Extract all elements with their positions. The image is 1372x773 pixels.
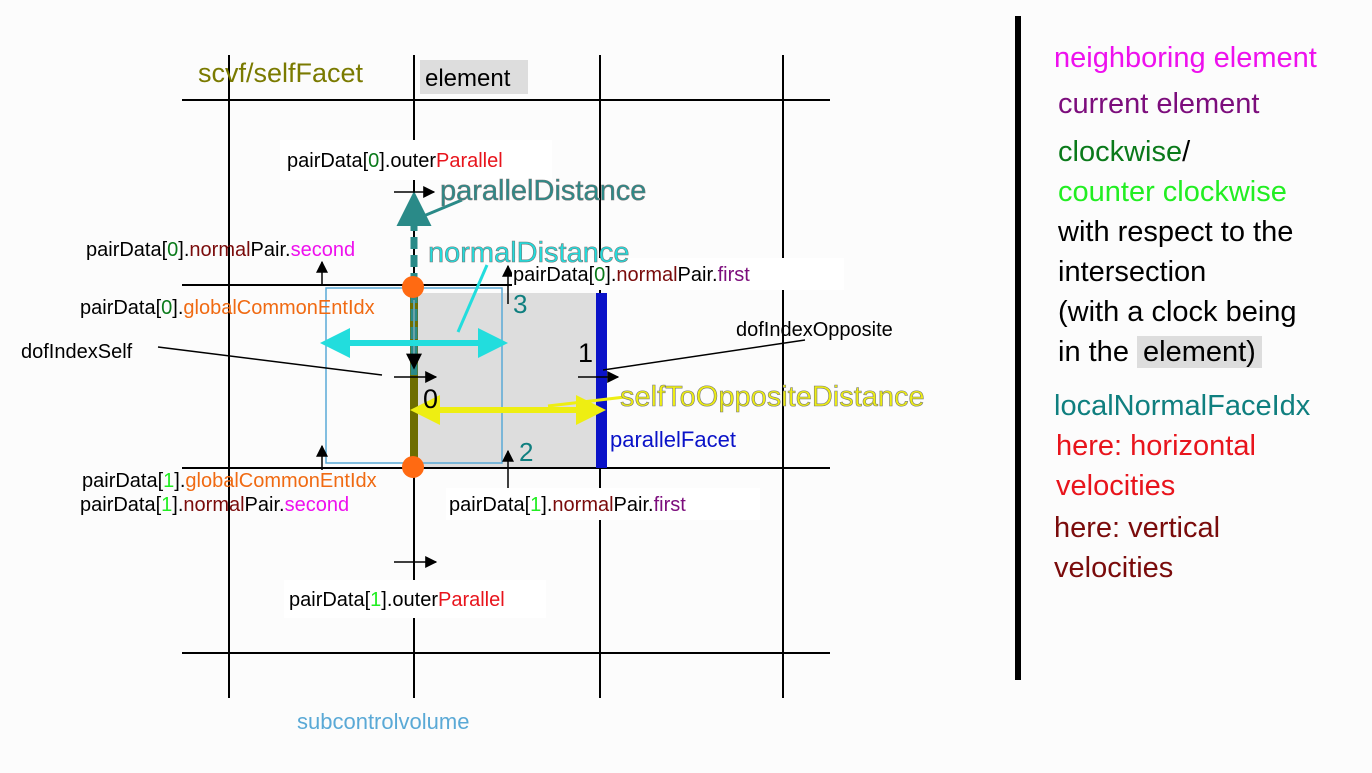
parallel-facet-bar: [596, 293, 607, 468]
pd0-global-label: pairData[0].globalCommonEntIdx: [80, 297, 375, 319]
num-3-label: 3: [513, 289, 527, 319]
num-0-label: 0: [423, 384, 438, 414]
pd1-outer-label: pairData[1].outerParallel: [289, 589, 505, 611]
small-black-arrows: [157, 186, 806, 568]
pd1-normal-first-label: pairData[1].normalPair.first: [449, 494, 686, 516]
pd0-normal-second-label: pairData[0].normalPair.second: [86, 239, 355, 261]
pd1-normalfirst-bg: [446, 488, 760, 520]
common-entity-dot-top: [402, 276, 424, 298]
subcontrolvolume-label: subcontrolvolume: [297, 709, 469, 734]
staggered-grid-diagram: scvf/selfFacet element pairData[0].outer…: [21, 55, 925, 734]
legend-vertical-line2: velocities: [1054, 552, 1174, 584]
legend-close-paren: ): [1246, 336, 1256, 368]
legend-respect-line1: with respect to the: [1058, 216, 1294, 248]
legend-horizontal-line2: velocities: [1056, 470, 1176, 502]
legend-neighboring-element: neighboring element: [1054, 42, 1317, 74]
legend-vertical-line1: here: vertical: [1054, 512, 1221, 544]
normal-distance-label: normalDistance: [428, 237, 629, 269]
pd0-normal-first-label: pairData[0].normalPair.first: [513, 264, 750, 286]
pd1-outer-bg: [284, 580, 546, 618]
legend-current-element: current element: [1058, 88, 1260, 120]
legend-respect-line4: in the element): [1058, 332, 1364, 372]
dof-index-opposite-label: dofIndexOpposite: [736, 319, 893, 341]
parallel-facet-label: parallelFacet: [610, 427, 736, 452]
legend-element-word: element: [1143, 336, 1247, 368]
dof-index-self-label: dofIndexSelf: [21, 341, 133, 363]
legend-local-normal-face-idx: localNormalFaceIdx: [1054, 390, 1311, 422]
parallel-distance-pointer: [413, 198, 463, 222]
normal-distance-pointer: [456, 264, 489, 333]
pd0-outer-bg: [280, 140, 552, 180]
legend-counter-clockwise: counter clockwise: [1058, 176, 1287, 208]
num-2-label: 2: [519, 437, 533, 467]
legend-respect-line3: (with a clock being: [1058, 296, 1297, 328]
legend: neighboring element current element cloc…: [1054, 38, 1364, 588]
parallel-distance-label: parallelDistance: [440, 175, 646, 207]
legend-horizontal-line1: here: horizontal: [1056, 430, 1256, 462]
pd0-normalfirst-bg: [512, 258, 844, 290]
legend-separator: [1015, 16, 1021, 680]
legend-clockwise: clockwise: [1058, 136, 1183, 168]
self-to-opposite-pointer: [547, 395, 626, 408]
num-1-label: 1: [578, 338, 593, 368]
pd0-outer-label: pairData[0].outerParallel: [287, 150, 503, 172]
legend-clockwise-line: clockwise/: [1058, 132, 1364, 172]
element-label: element: [425, 65, 511, 92]
scvf-title: scvf/selfFacet: [198, 58, 364, 88]
legend-element-highlight: element): [1137, 336, 1262, 368]
common-entity-dot-bottom: [402, 456, 424, 478]
pd1-global-label: pairData[1].globalCommonEntIdx: [82, 470, 377, 492]
self-to-opposite-label: selfToOppositeDistance: [620, 381, 925, 413]
legend-respect-line2: intersection: [1058, 256, 1207, 288]
element-fill: [414, 293, 600, 468]
pd1-normal-second-label: pairData[1].normalPair.second: [80, 494, 349, 516]
legend-slash: /: [1182, 136, 1191, 168]
legend-in-the: in the: [1058, 336, 1137, 368]
element-label-bg: [420, 60, 528, 94]
